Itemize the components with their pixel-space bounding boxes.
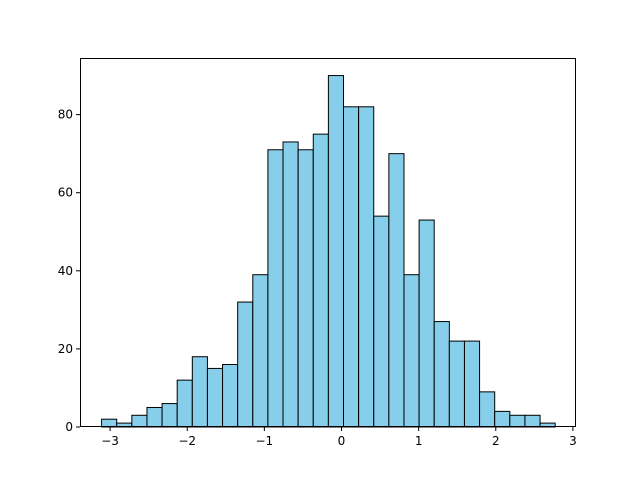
histogram-bar	[509, 414, 526, 428]
histogram-bar	[267, 149, 284, 428]
histogram-bar	[433, 321, 450, 428]
x-tick-label: 0	[338, 434, 346, 448]
y-tick-label: 80	[58, 108, 73, 122]
histogram-bar	[237, 301, 254, 428]
histogram-bar	[176, 379, 193, 428]
histogram-bar	[358, 106, 375, 428]
histogram-bar	[146, 406, 163, 428]
histogram-bar	[479, 391, 496, 428]
x-tick-label: 2	[492, 434, 500, 448]
y-tick-label: 60	[58, 186, 73, 200]
x-tick-label: −3	[101, 434, 119, 448]
y-tick-label: 20	[58, 342, 73, 356]
histogram-bar	[191, 356, 208, 428]
histogram-bar	[297, 149, 314, 428]
histogram-bar	[463, 340, 481, 428]
histogram-bar	[373, 215, 390, 428]
histogram-bar	[494, 410, 511, 428]
x-tick-label: 3	[569, 434, 577, 448]
histogram-bar	[524, 414, 541, 428]
histogram-bar	[161, 403, 178, 428]
histogram-bar	[101, 418, 118, 428]
histogram-bar	[388, 153, 405, 428]
histogram-bar	[252, 274, 269, 428]
y-tick-label: 0	[65, 420, 73, 434]
x-tick-label: −1	[256, 434, 274, 448]
x-axis: −3 −2 −1 0 1 2 3	[101, 427, 577, 448]
histogram-bar	[448, 340, 465, 428]
plot-frame	[80, 58, 576, 427]
histogram-bar	[222, 364, 239, 428]
histogram-bar	[206, 367, 224, 428]
histogram-bar	[403, 274, 420, 428]
y-tick-label: 40	[58, 264, 73, 278]
histogram-bar	[418, 219, 435, 428]
histogram-bar	[282, 141, 299, 428]
x-tick-label: 1	[415, 434, 423, 448]
histogram-bar	[131, 414, 148, 428]
y-axis: 0 20 40 60 80	[58, 108, 80, 434]
x-tick-label: −2	[178, 434, 196, 448]
histogram-bar	[312, 133, 329, 428]
histogram-bar	[343, 106, 360, 428]
histogram-bar	[327, 75, 345, 428]
